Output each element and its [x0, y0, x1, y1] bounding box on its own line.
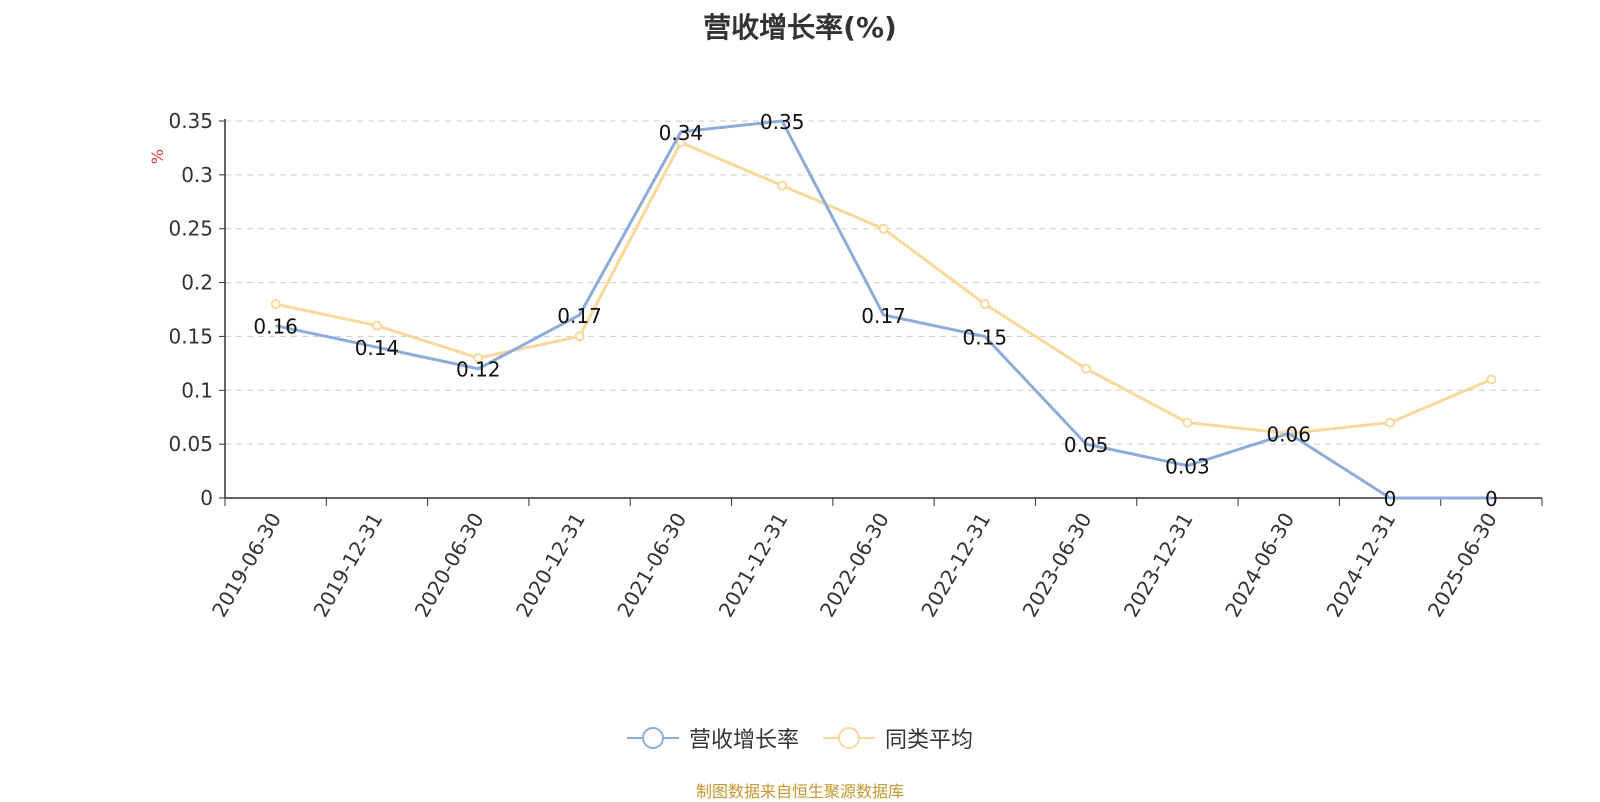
y-tick-label: 0.25: [168, 217, 213, 241]
x-tick-label: 2021-12-31: [714, 509, 793, 622]
data-label: 0.17: [557, 304, 602, 328]
series-2-point[interactable]: [270, 299, 281, 310]
x-tick-label: 2025-06-30: [1423, 509, 1502, 622]
series-2-point[interactable]: [878, 223, 889, 234]
series-line-1: [275, 119, 1492, 500]
x-tick-label: 2023-12-31: [1119, 509, 1198, 622]
x-tick-label: 2022-12-31: [916, 509, 995, 622]
y-axis-unit-label: %: [148, 149, 167, 164]
legend-label-series-2: 同类平均: [885, 728, 974, 753]
data-label: 0.05: [1064, 433, 1109, 457]
x-tick-label: 2019-12-31: [308, 509, 387, 622]
series-2-point[interactable]: [1486, 374, 1497, 385]
series-2-point[interactable]: [675, 137, 686, 148]
legend-item-series-1[interactable]: 营收增长率: [626, 722, 799, 754]
x-tick-label: 2024-06-30: [1220, 509, 1299, 622]
y-tick-label: 0.2: [181, 271, 213, 295]
x-tick-label: 2020-06-30: [410, 509, 489, 622]
series-2-point[interactable]: [777, 180, 788, 191]
x-tick-label: 2021-06-30: [612, 509, 691, 622]
series-2-point[interactable]: [574, 331, 585, 342]
data-label: 0.03: [1165, 455, 1210, 479]
series-2-point[interactable]: [1182, 417, 1193, 428]
x-tick-label: 2024-12-31: [1321, 509, 1400, 622]
data-label: 0.35: [760, 110, 805, 134]
source-note: 制图数据来自恒生聚源数据库: [695, 782, 904, 801]
y-tick-label: 0.05: [168, 432, 213, 456]
y-tick-label: 0.3: [181, 163, 213, 187]
y-tick-label: 0.35: [168, 109, 213, 133]
data-label: 0.17: [861, 304, 906, 328]
data-label: 0.15: [963, 325, 1008, 349]
chart-legend: 营收增长率 同类平均: [0, 722, 1600, 754]
x-tick-label: 2022-06-30: [815, 509, 894, 622]
data-label: 0: [1485, 487, 1498, 511]
data-label: 0: [1384, 487, 1397, 511]
series-2-point[interactable]: [979, 299, 990, 310]
series-2-point[interactable]: [473, 352, 484, 363]
series-2-point[interactable]: [1081, 363, 1092, 374]
chart-title: 营收增长率(%): [703, 11, 897, 44]
x-tick-label: 2019-06-30: [207, 509, 286, 622]
legend-swatch-series-2: [823, 727, 875, 749]
x-tick-label: 2023-06-30: [1018, 509, 1097, 622]
legend-swatch-series-1: [626, 727, 679, 749]
data-label: 0.06: [1266, 422, 1311, 446]
x-tick-label: 2020-12-31: [511, 509, 590, 622]
series-line-2: [275, 141, 1492, 435]
data-label: 0.12: [456, 358, 501, 382]
data-label: 0.14: [355, 336, 400, 360]
legend-label-series-1: 营收增长率: [688, 728, 799, 753]
series-2-point[interactable]: [371, 320, 382, 331]
data-label: 0.34: [659, 121, 704, 145]
data-label: 0.16: [253, 315, 298, 339]
y-tick-label: 0: [200, 486, 213, 510]
y-tick-label: 0.15: [168, 324, 213, 348]
y-tick-label: 0.1: [181, 378, 213, 402]
series-2-point[interactable]: [1385, 417, 1396, 428]
legend-item-series-2[interactable]: 同类平均: [823, 722, 973, 754]
